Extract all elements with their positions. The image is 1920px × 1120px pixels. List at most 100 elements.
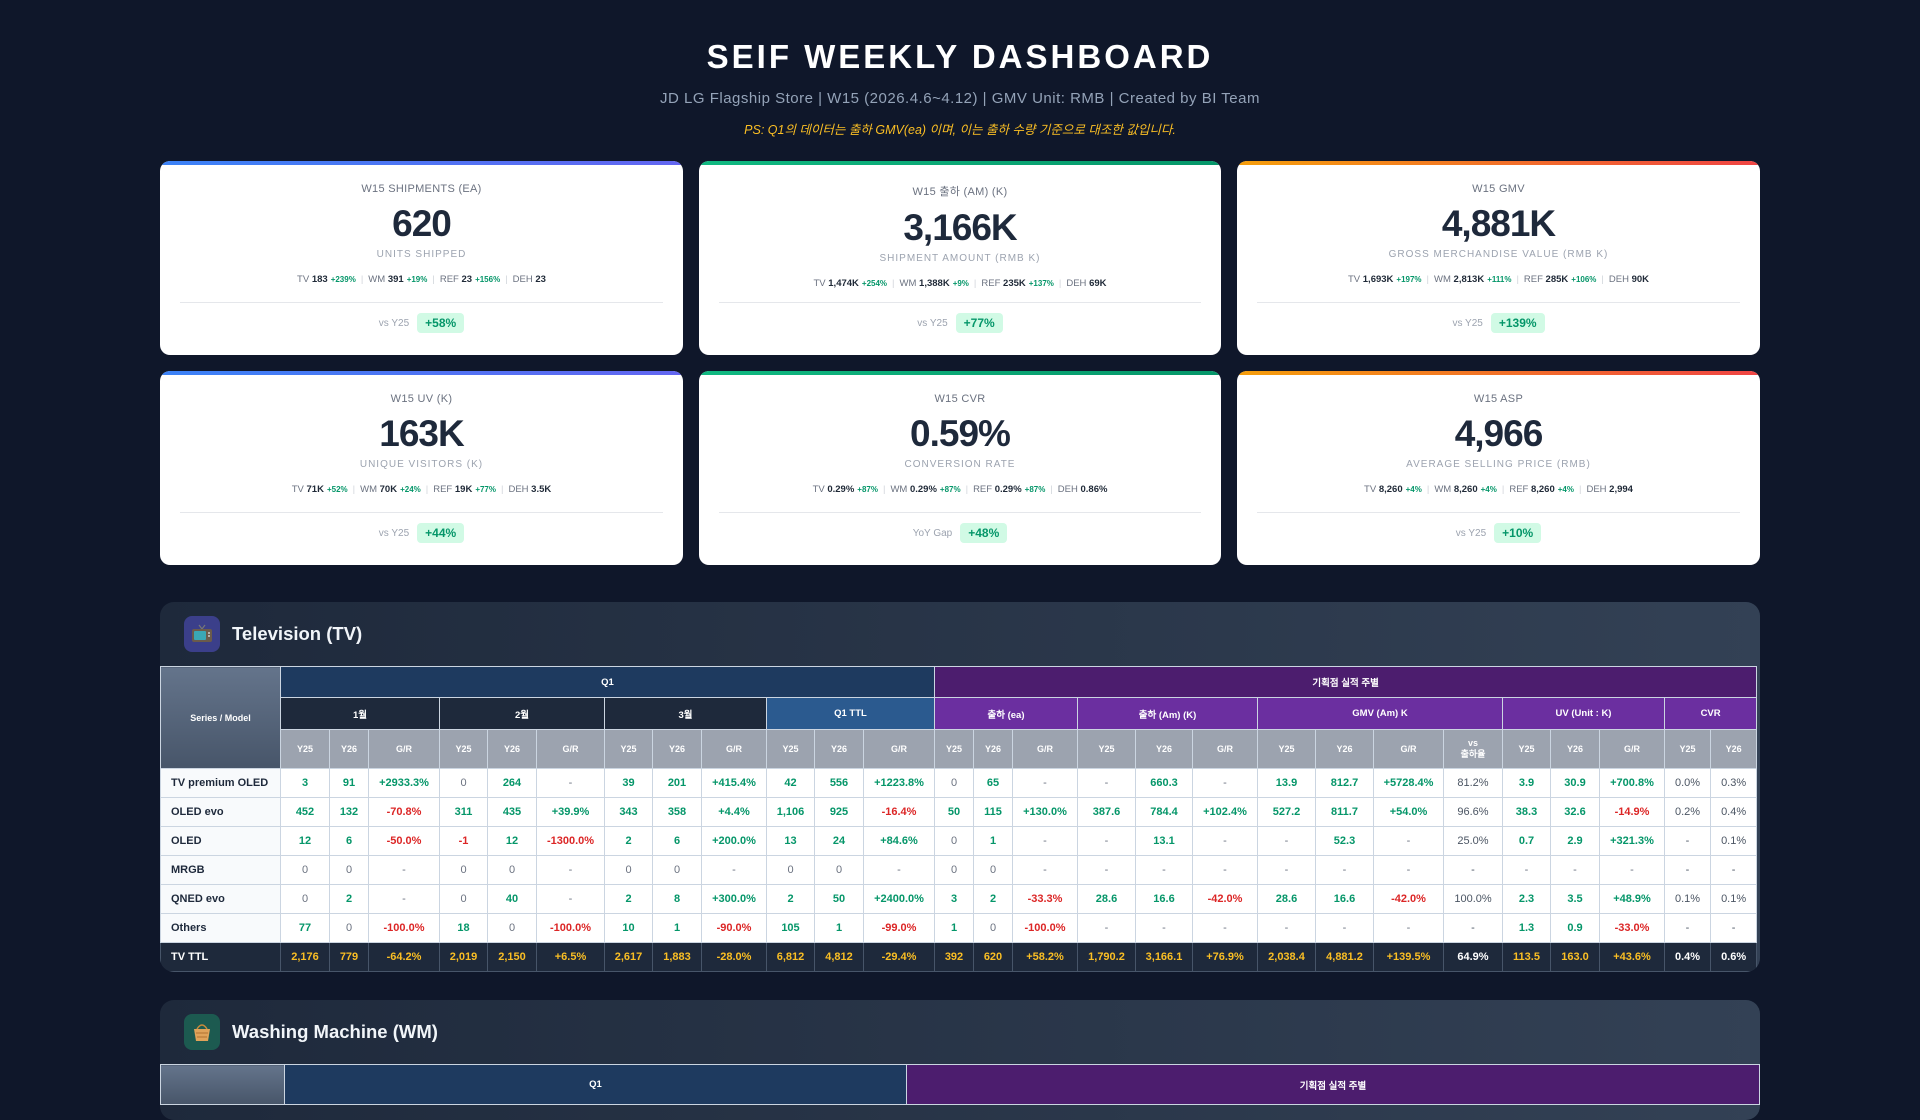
column-header: Y26 [973,729,1013,769]
card-comparison: vs Y25 +77% [699,313,1221,333]
total-cell: 1,883 [652,942,702,972]
table-cell: 42 [766,768,815,798]
card-subtitle: AVERAGE SELLING PRICE (RMB) [1406,459,1591,470]
detail-value: 0.29% [909,484,937,495]
card-subtitle: GROSS MERCHANDISE VALUE (RMB K) [1388,249,1609,260]
table-cell: - [536,768,605,798]
table-cell: 96.6% [1443,797,1503,827]
column-header: Y25 [1664,729,1711,769]
total-cell: 64.9% [1443,942,1503,972]
table-cell: 0 [280,855,330,885]
basket-icon [184,1014,220,1050]
separator: | [965,484,969,495]
kpi-card: W15 ASP 4,966 AVERAGE SELLING PRICE (RMB… [1237,371,1760,565]
detail-change: +4% [1480,485,1497,494]
divider [1257,302,1740,303]
table-cell: 2 [973,884,1013,914]
table-cell: +700.8% [1599,768,1665,798]
table-cell: 0.3% [1709,768,1758,798]
detail-label: REF [981,278,1001,289]
detail-item: DEH 90K [1609,274,1649,285]
detail-item: DEH 23 [513,274,546,285]
kpi-card: W15 CVR 0.59% CONVERSION RATE TV 0.29% +8… [699,371,1221,565]
detail-item: REF 0.29% +87% [973,484,1045,495]
tv-icon [184,616,220,652]
detail-item: REF 285K +106% [1524,274,1597,285]
table-cell: -1300.0% [536,826,605,856]
detail-item: REF 235K +137% [981,278,1054,289]
table-cell: 10 [604,913,653,943]
detail-label: TV [297,274,310,285]
column-header: G/R [1012,729,1078,769]
table-cell: +48.9% [1599,884,1665,914]
card-comparison: vs Y25 +10% [1237,523,1760,543]
card-value: 0.59% [910,413,1011,454]
detail-change: +9% [952,279,969,288]
detail-item: TV 183 +239% [297,274,356,285]
table-cell: - [1443,855,1503,885]
detail-label: REF [1509,484,1529,495]
table-cell: - [1257,913,1316,943]
detail-value: 3.5K [531,484,552,495]
table-cell: +321.3% [1599,826,1665,856]
table-cell: 12 [487,826,537,856]
detail-label: WM [360,484,377,495]
detail-item: TV 8,260 +4% [1364,484,1422,495]
table-cell: 0 [439,855,488,885]
total-cell: 2,176 [280,942,330,972]
table-cell: 0 [487,913,537,943]
detail-change: +156% [475,275,501,284]
total-cell: 0.4% [1664,942,1711,972]
table-cell: 13.1 [1135,826,1193,856]
total-cell: +6.5% [536,942,605,972]
table-cell: 2.3 [1502,884,1551,914]
q1-header: Q1 [280,666,935,698]
table-cell: +84.6% [863,826,935,856]
kpi-card: W15 SHIPMENTS (EA) 620 UNITS SHIPPED TV … [160,161,683,355]
total-cell: +43.6% [1599,942,1665,972]
separator: | [973,278,977,289]
table-cell: 39 [604,768,653,798]
detail-value: 1,693K [1362,274,1394,285]
subgroup-header: Q1 TTL [766,697,935,730]
detail-change: +87% [1024,485,1046,494]
separator: | [501,484,504,495]
total-cell: -28.0% [701,942,767,972]
detail-change: +4% [1405,485,1422,494]
table-cell: 2 [604,826,653,856]
card-subtitle: UNITS SHIPPED [376,249,467,260]
detail-item: DEH 3.5K [508,484,551,495]
table-cell: -16.4% [863,797,935,827]
table-cell: -1 [439,826,488,856]
kpi-card: W15 UV (K) 163K UNIQUE VISITORS (K) TV 7… [160,371,683,565]
card-title: W15 CVR [934,393,986,405]
detail-value: 2,994 [1609,484,1633,495]
column-header: Y25 [1077,729,1136,769]
separator: | [432,274,435,285]
table-cell: 105 [766,913,815,943]
table-cell: - [1373,855,1444,885]
table-cell: - [1664,855,1711,885]
table-cell: 812.7 [1315,768,1374,798]
total-cell: +58.2% [1012,942,1078,972]
detail-item: WM 0.29% +87% [890,484,960,495]
table-cell: 0 [652,855,702,885]
detail-label: TV [813,278,826,289]
table-cell: - [1012,826,1078,856]
table-cell: 0.2% [1664,797,1711,827]
row-label: MRGB [160,855,281,885]
table-cell: 50 [814,884,864,914]
column-header: G/R [368,729,440,769]
total-cell: -64.2% [368,942,440,972]
table-cell: - [368,855,440,885]
subgroup-header: GMV (Am) K [1257,697,1503,730]
table-cell: - [1373,826,1444,856]
detail-label: REF [433,484,453,495]
total-cell: -29.4% [863,942,935,972]
separator: | [1426,484,1430,495]
table-cell: 52.3 [1315,826,1374,856]
table-row: OLED evo 452 132 -70.8% 311 435 +39.9% 343 358 +4… [160,797,1758,827]
table-cell: 65 [973,768,1013,798]
total-cell: 779 [329,942,369,972]
detail-label: TV [291,484,304,495]
